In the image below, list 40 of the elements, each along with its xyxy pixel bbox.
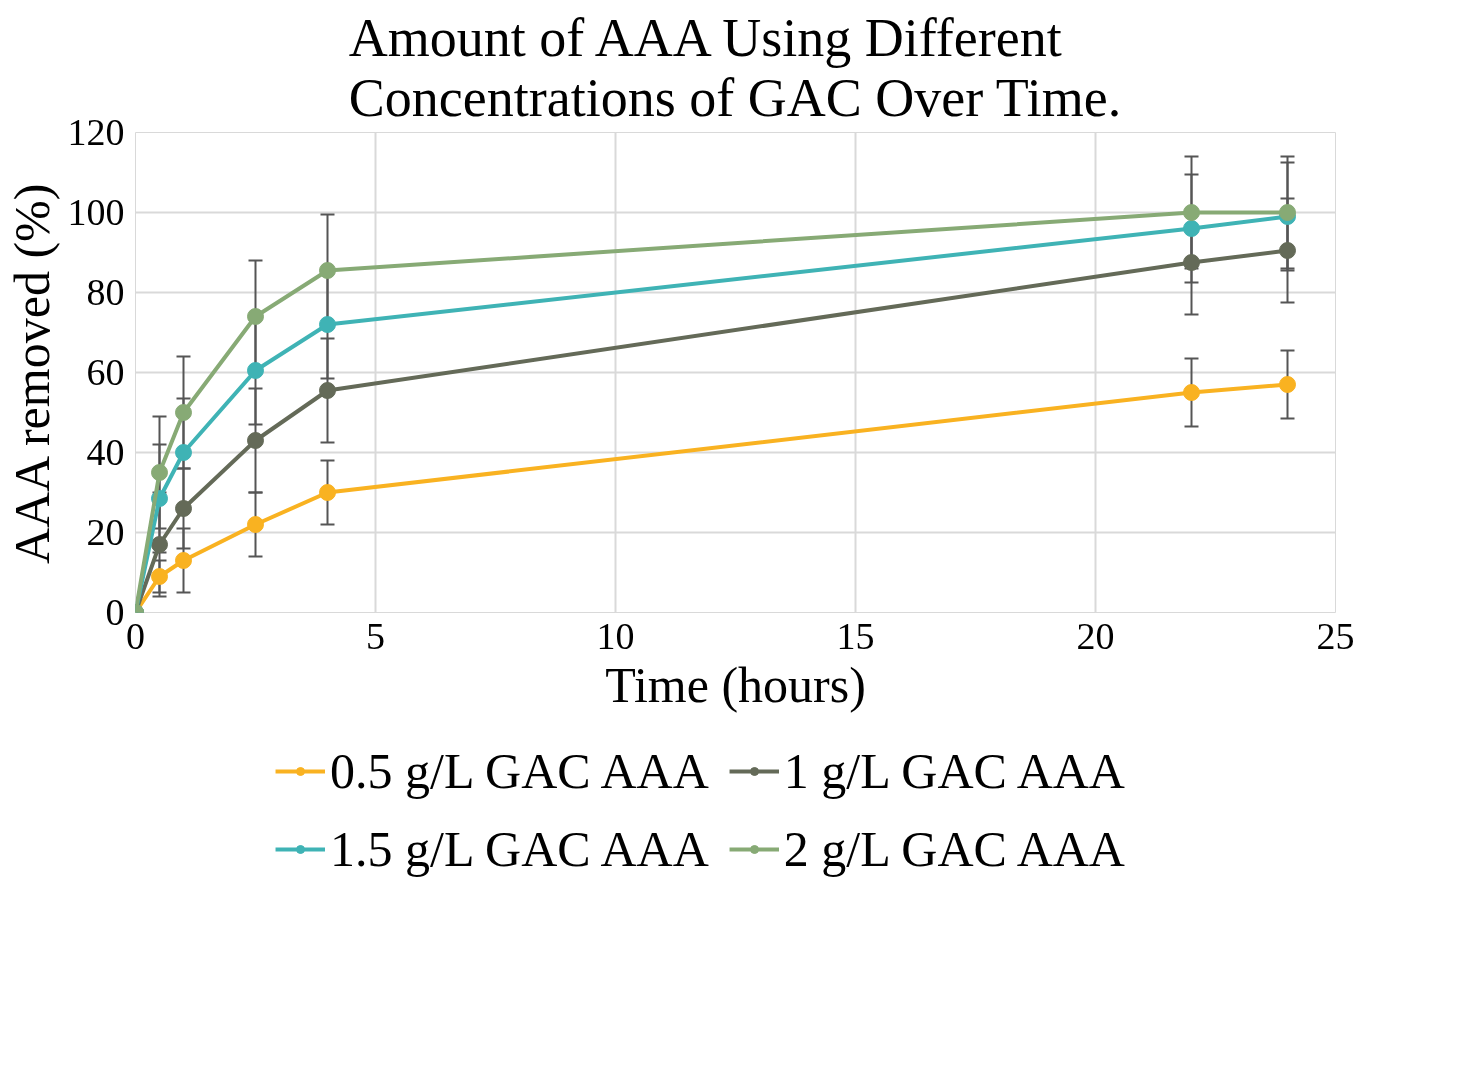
point <box>1183 204 1200 221</box>
y-tick-label: 80 <box>86 271 125 313</box>
point <box>1279 242 1296 259</box>
x-tick-label: 15 <box>836 614 875 657</box>
x-tick-label: 25 <box>1316 614 1355 657</box>
point <box>319 316 336 333</box>
point <box>151 568 168 585</box>
point <box>175 552 192 569</box>
point <box>247 432 264 449</box>
point <box>247 516 264 533</box>
y-tick-label: 120 <box>67 111 125 153</box>
y-tick-label: 100 <box>67 191 125 233</box>
point <box>247 362 264 379</box>
y-tick-label: 40 <box>86 431 125 473</box>
point <box>1183 220 1200 237</box>
x-tick-label: 5 <box>366 614 385 657</box>
point <box>247 308 264 325</box>
legend-label: 2 g/L GAC AAA <box>783 820 1125 878</box>
point <box>1183 254 1200 271</box>
point <box>319 262 336 279</box>
x-tick-label: 10 <box>596 614 635 657</box>
x-axis-title: Time (hours) <box>605 656 866 713</box>
y-tick-label: 20 <box>86 511 125 553</box>
point <box>1279 204 1296 221</box>
point <box>175 444 192 461</box>
point <box>1279 376 1296 393</box>
point <box>151 464 168 481</box>
point <box>1183 384 1200 401</box>
point <box>175 500 192 517</box>
x-tick-label: 20 <box>1076 614 1115 657</box>
y-tick-label: 60 <box>86 351 125 393</box>
point <box>175 404 192 421</box>
point <box>319 484 336 501</box>
point <box>151 536 168 553</box>
point <box>319 382 336 399</box>
y-axis-title: AAA removed (%) <box>3 183 60 565</box>
legend-label: 0.5 g/L GAC AAA <box>330 742 709 800</box>
chart-title: Amount of AAA Using Different Concentrations of GAC Over Time. <box>348 7 1122 128</box>
legend-label: 1 g/L GAC AAA <box>783 742 1125 800</box>
legend-label: 1.5 g/L GAC AAA <box>330 820 709 878</box>
